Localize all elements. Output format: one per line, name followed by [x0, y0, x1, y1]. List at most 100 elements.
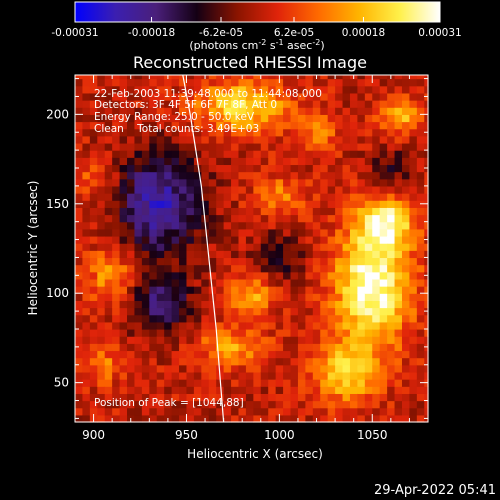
- heatmap-cell: [75, 75, 84, 80]
- heatmap-cell: [379, 107, 388, 115]
- heatmap-cell: [387, 107, 396, 115]
- heatmap-cell: [186, 243, 195, 251]
- heatmap-cell: [179, 293, 188, 301]
- heatmap-cell: [387, 300, 396, 309]
- heatmap-cell: [134, 343, 143, 352]
- heatmap-cell: [164, 250, 173, 259]
- heatmap-cell: [156, 121, 165, 130]
- heatmap-cell: [82, 75, 91, 80]
- heatmap-cell: [82, 350, 91, 359]
- heatmap-cell: [89, 286, 98, 294]
- heatmap-cell: [387, 193, 396, 201]
- heatmap-cell: [127, 357, 136, 366]
- heatmap-cell: [387, 350, 396, 359]
- heatmap-cell: [260, 407, 269, 416]
- heatmap-cell: [312, 300, 321, 309]
- heatmap-cell: [327, 121, 336, 130]
- heatmap-cell: [335, 400, 344, 409]
- heatmap-cell: [82, 114, 91, 123]
- heatmap-cell: [97, 250, 106, 259]
- heatmap-cell: [372, 243, 381, 251]
- heatmap-cell: [305, 250, 314, 259]
- heatmap-cell: [290, 328, 299, 337]
- heatmap-cell: [82, 235, 91, 244]
- heatmap-cell: [387, 85, 396, 94]
- colorbar-ticks: -0.00031 -0.00018 -6.2e-05 6.2e-05 0.00018 0.…: [51, 17, 462, 39]
- heatmap-cell: [171, 85, 180, 94]
- heatmap-cell: [193, 364, 202, 373]
- heatmap-cell: [349, 185, 358, 194]
- heatmap-cell: [290, 314, 299, 323]
- heatmap-cell: [305, 300, 314, 309]
- colorbar-unit: (photons cm-2 s-1 asec-2): [189, 38, 324, 52]
- heatmap-cell: [231, 235, 240, 244]
- heatmap-cell: [424, 386, 429, 394]
- heatmap-cell: [119, 371, 128, 380]
- heatmap-cell: [372, 307, 381, 316]
- heatmap-cell: [156, 278, 165, 287]
- heatmap-cell: [268, 407, 277, 416]
- heatmap-cell: [164, 278, 173, 287]
- heatmap-cell: [208, 178, 217, 187]
- heatmap-cell: [349, 393, 358, 402]
- heatmap-cell: [283, 300, 292, 309]
- heatmap-cell: [231, 300, 240, 309]
- heatmap-cell: [335, 386, 344, 394]
- heatmap-cell: [238, 92, 247, 101]
- heatmap-cell: [171, 150, 180, 158]
- heatmap-cell: [297, 107, 306, 115]
- heatmap-cell: [253, 228, 262, 237]
- heatmap-cell: [127, 228, 136, 237]
- heatmap-cell: [253, 379, 262, 387]
- heatmap-cell: [97, 343, 106, 352]
- heatmap-cell: [223, 164, 232, 173]
- heatmap-cell: [127, 207, 136, 216]
- heatmap-cell: [387, 357, 396, 366]
- heatmap-cell: [193, 336, 202, 344]
- heatmap-cell: [104, 243, 113, 251]
- heatmap-cell: [89, 85, 98, 94]
- heatmap-cell: [231, 157, 240, 166]
- heatmap-cell: [342, 142, 351, 151]
- heatmap-cell: [312, 171, 321, 180]
- heatmap-cell: [305, 142, 314, 151]
- heatmap-cell: [171, 250, 180, 259]
- heatmap-cell: [268, 393, 277, 402]
- heatmap-cell: [342, 157, 351, 166]
- heatmap-cell: [320, 157, 329, 166]
- heatmap-cell: [290, 178, 299, 187]
- heatmap-cell: [416, 150, 425, 158]
- heatmap-cell: [327, 321, 336, 330]
- heatmap-cell: [179, 407, 188, 416]
- heatmap-cell: [416, 364, 425, 373]
- heatmap-cell: [193, 300, 202, 309]
- heatmap-cell: [283, 414, 292, 423]
- heatmap-cell: [349, 135, 358, 144]
- heatmap-cell: [164, 100, 173, 108]
- heatmap-cell: [260, 235, 269, 244]
- heatmap-cell: [260, 314, 269, 323]
- heatmap-cell: [179, 200, 188, 208]
- heatmap-cell: [342, 379, 351, 387]
- heatmap-cell: [141, 293, 150, 301]
- heatmap-cell: [283, 386, 292, 394]
- heatmap-cell: [357, 200, 366, 208]
- heatmap-cell: [424, 371, 429, 380]
- heatmap-cell: [216, 343, 225, 352]
- heatmap-cell: [297, 221, 306, 230]
- heatmap-cell: [320, 228, 329, 237]
- heatmap-cell: [164, 328, 173, 337]
- heatmap-cell: [223, 185, 232, 194]
- heatmap-cell: [401, 300, 411, 309]
- heatmap-cell: [89, 393, 98, 402]
- annotation-block: 22-Feb-2003 11:39:48.000 to 11:44:08.000…: [94, 88, 322, 135]
- heatmap-cell: [223, 207, 232, 216]
- heatmap-cell: [335, 343, 344, 352]
- heatmap-cell: [208, 264, 217, 273]
- heatmap-cell: [171, 286, 180, 294]
- heatmap-cell: [141, 314, 150, 323]
- heatmap-cell: [216, 185, 225, 194]
- heatmap-cell: [416, 221, 425, 230]
- heatmap-cell: [253, 250, 262, 259]
- heatmap-cell: [253, 157, 262, 166]
